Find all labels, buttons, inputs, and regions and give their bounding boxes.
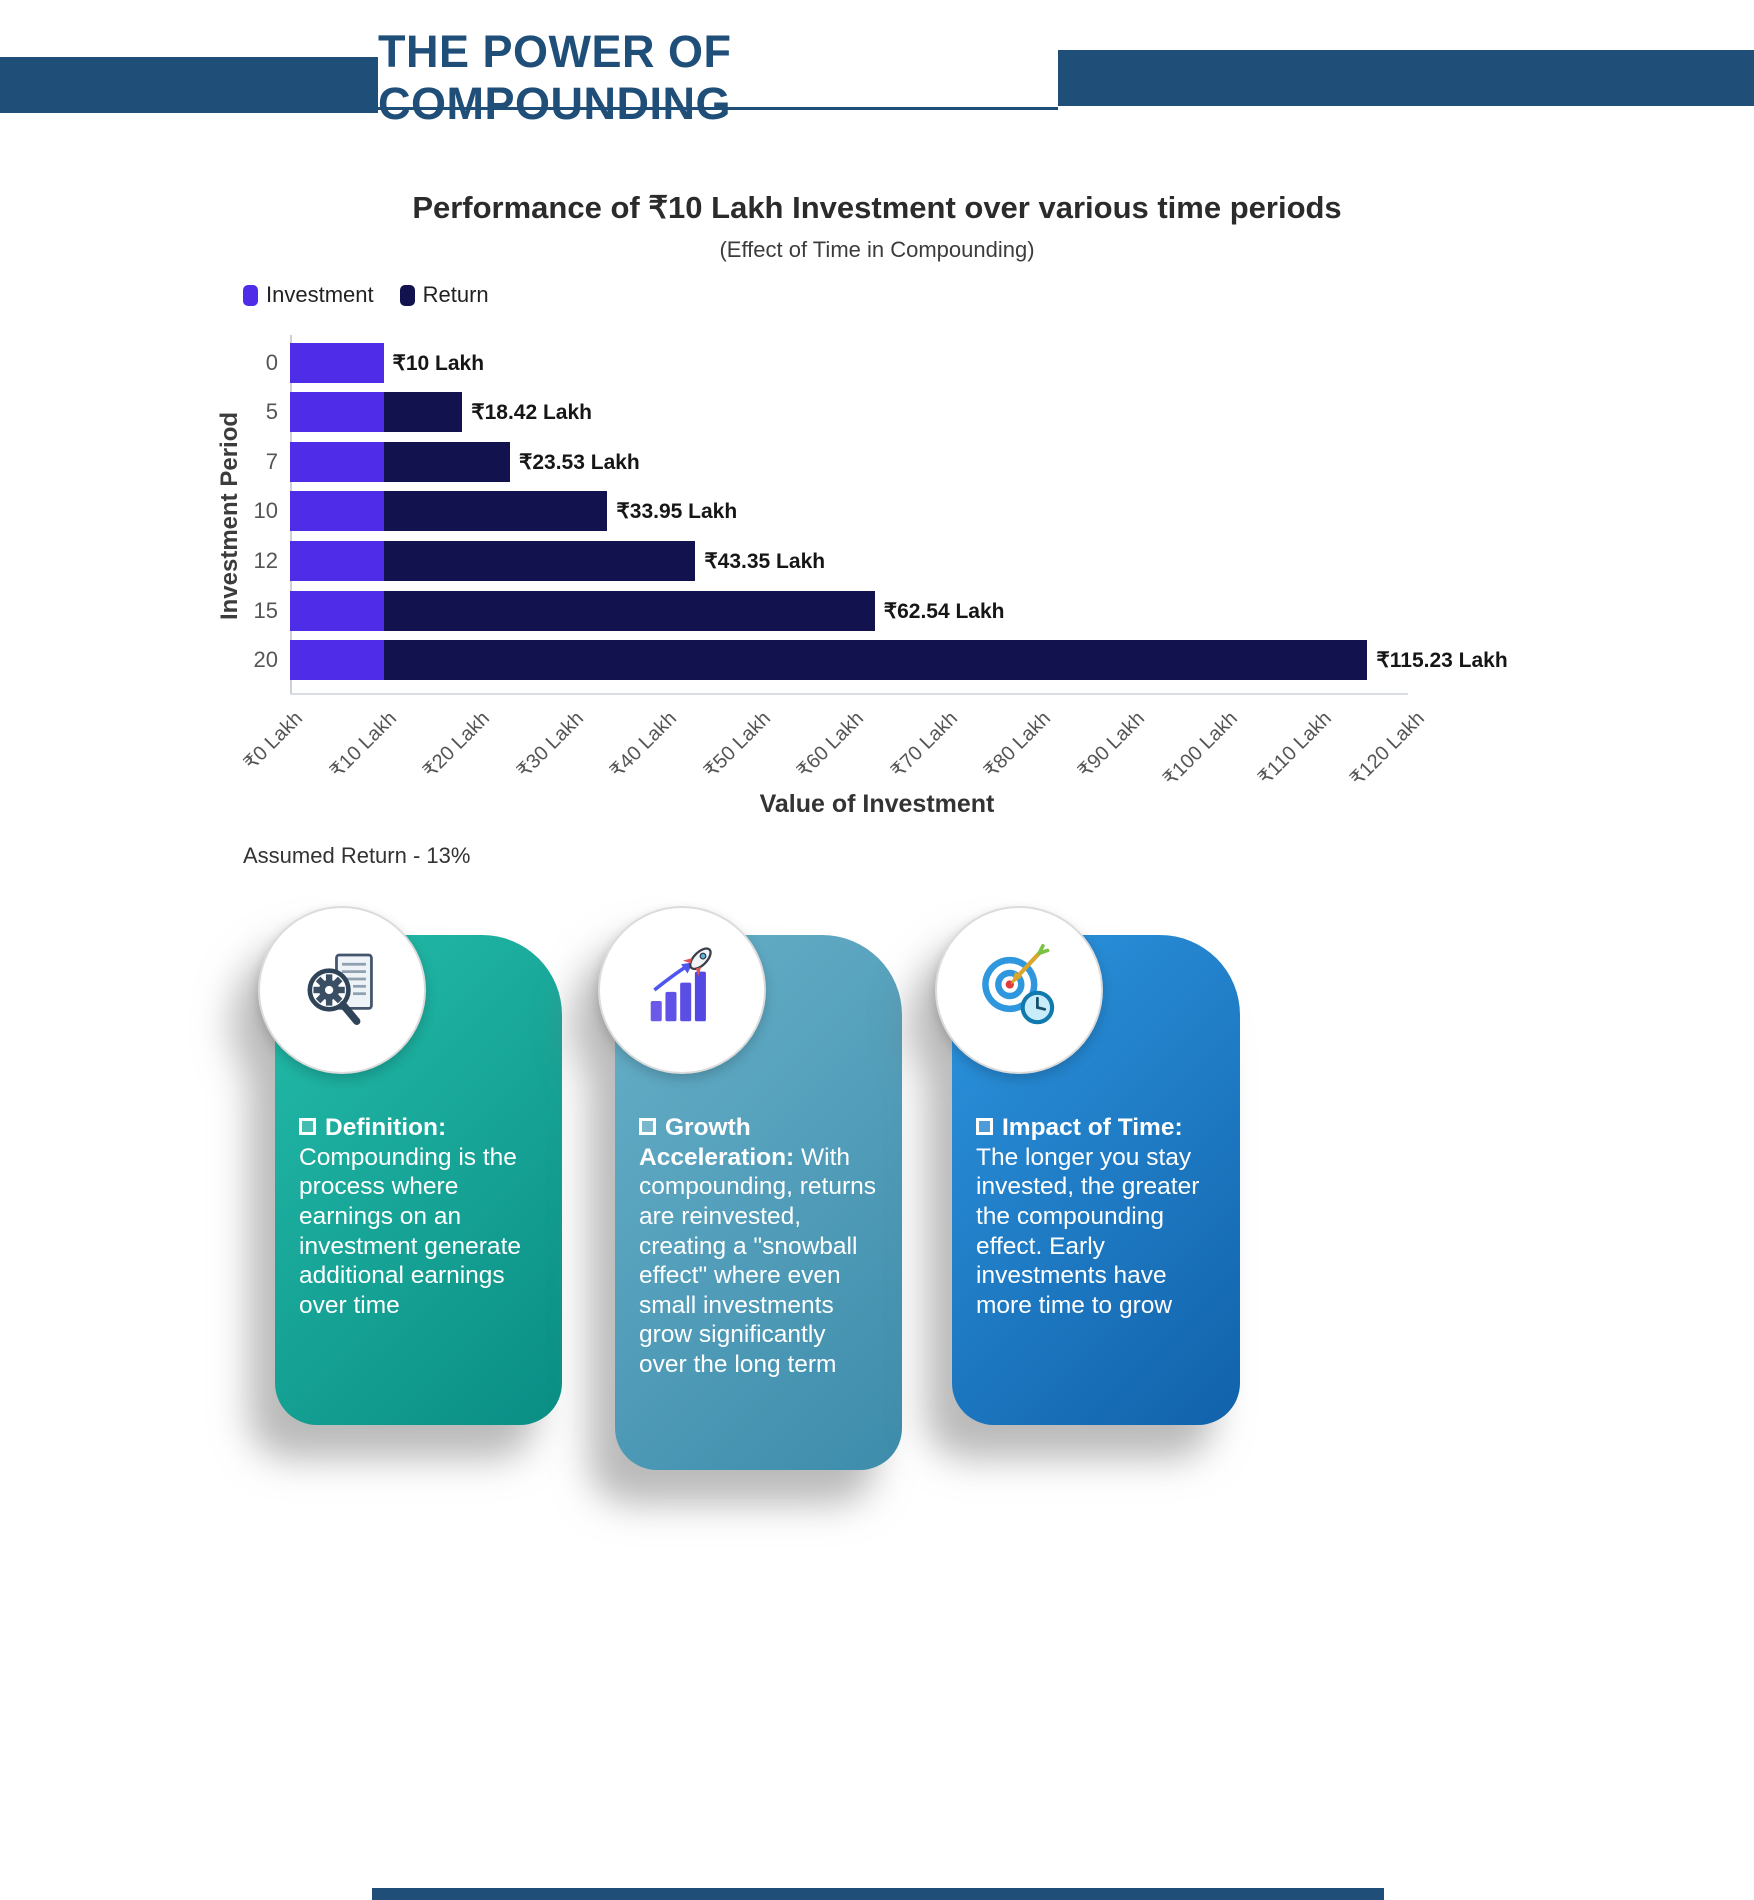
bar-chart: Performance of ₹10 Lakh Investment over … [0, 190, 1754, 880]
card-text: Compounding is the process where earning… [299, 1143, 521, 1319]
card-heading: Impact of Time: [1002, 1114, 1183, 1141]
card-text: The longer you stay invested, the greate… [976, 1143, 1200, 1319]
x-tick-label: ₹10 Lakh [325, 707, 401, 783]
square-bullet-icon [639, 1118, 656, 1135]
category-label: 10 [253, 498, 278, 524]
x-axis-title: Value of Investment [759, 790, 995, 818]
x-tick-label: ₹100 Lakh [1159, 707, 1242, 791]
x-tick-label: ₹40 Lakh [606, 707, 681, 783]
card-heading: Definition: [325, 1114, 447, 1141]
bar-segment-return [383, 392, 463, 433]
bar-segment-return [383, 441, 510, 482]
square-bullet-icon [976, 1118, 993, 1135]
footer-bar [372, 1888, 1384, 1900]
bar-segment-investment [290, 491, 384, 532]
card-text: With compounding, returns are reinvested… [639, 1143, 876, 1379]
info-card-definition: Definition: Compounding is the process w… [0, 900, 1754, 1600]
legend-item-return: Return [399, 282, 489, 308]
bar-segment-return [383, 590, 875, 631]
x-tick-label: ₹30 Lakh [512, 707, 588, 783]
bar-value-label: ₹62.54 Lakh [883, 599, 1005, 623]
chart-title: Performance of ₹10 Lakh Investment over … [412, 190, 1342, 225]
page-title: THE POWER OF COMPOUNDING [378, 26, 1058, 129]
bar-segment-investment [290, 392, 384, 433]
bar-value-label: ₹10 Lakh [392, 351, 485, 375]
header-bar-left [0, 57, 378, 113]
legend-label: Return [422, 282, 489, 307]
x-tick-label: ₹120 Lakh [1346, 707, 1429, 791]
category-label: 7 [265, 448, 278, 474]
legend-label: Investment [266, 282, 374, 307]
legend-swatch-return-icon [399, 284, 415, 306]
x-axis-line [290, 693, 1408, 695]
card-icon-circle [598, 906, 766, 1074]
legend-item-investment: Investment [243, 282, 374, 308]
category-label: 15 [253, 597, 278, 623]
x-tick-label: ₹20 Lakh [419, 707, 494, 783]
card-body: Definition: Compounding is the process w… [275, 935, 562, 1425]
bar-value-label: ₹23.53 Lakh [519, 450, 640, 474]
x-tick-label: ₹80 Lakh [980, 707, 1055, 783]
info-cards: Definition: Compounding is the process w… [0, 900, 1754, 1600]
bar-segment-investment [290, 640, 384, 681]
bar-segment-return [383, 491, 608, 532]
bar-value-label: ₹43.35 Lakh [704, 549, 826, 573]
card-icon-circle [935, 906, 1103, 1074]
bar-segment-investment [290, 590, 384, 631]
assumed-return-note: Assumed Return - 13% [243, 843, 471, 868]
bar-value-label: ₹18.42 Lakh [471, 401, 592, 425]
card-heading: Growth Acceleration: [639, 1114, 795, 1171]
info-card-impact-of-time: Impact of Time: The longer you stay inve… [0, 900, 1754, 1600]
category-label: 12 [253, 547, 278, 573]
target-clock-icon [982, 944, 1055, 1025]
info-card-growth-acceleration: Growth Acceleration: With compounding, r… [0, 900, 1754, 1600]
x-tick-label: ₹110 Lakh [1253, 707, 1336, 790]
x-tick-label: ₹70 Lakh [886, 707, 962, 783]
x-tick-label: ₹50 Lakh [699, 707, 775, 783]
bar-segment-investment [290, 540, 384, 581]
bar-segment-return [383, 540, 696, 581]
magnifier-gear-document-icon [307, 953, 373, 1025]
bar-segment-investment [290, 441, 384, 482]
chart-legend: Investment Return [243, 282, 489, 308]
category-label: 5 [265, 399, 278, 425]
rocket-growth-chart-icon [650, 947, 712, 1022]
square-bullet-icon [299, 1118, 316, 1135]
category-label: 20 [253, 647, 278, 673]
legend-swatch-investment-icon [243, 284, 258, 306]
bar-segment-return [383, 640, 1368, 681]
bar-segment-investment [290, 342, 384, 383]
card-icon-circle [258, 906, 426, 1074]
card-body: Impact of Time: The longer you stay inve… [952, 935, 1240, 1425]
category-label: 0 [265, 349, 278, 375]
bar-value-label: ₹115.23 Lakh [1376, 649, 1508, 673]
bar-value-label: ₹33.95 Lakh [616, 500, 738, 524]
chart-subtitle: (Effect of Time in Compounding) [719, 237, 1035, 262]
header-bar-right [1058, 50, 1754, 106]
x-tick-label: ₹0 Lakh [239, 707, 307, 775]
card-body: Growth Acceleration: With compounding, r… [615, 935, 902, 1470]
x-tick-label: ₹60 Lakh [793, 707, 868, 783]
x-tick-label: ₹90 Lakh [1073, 707, 1149, 783]
